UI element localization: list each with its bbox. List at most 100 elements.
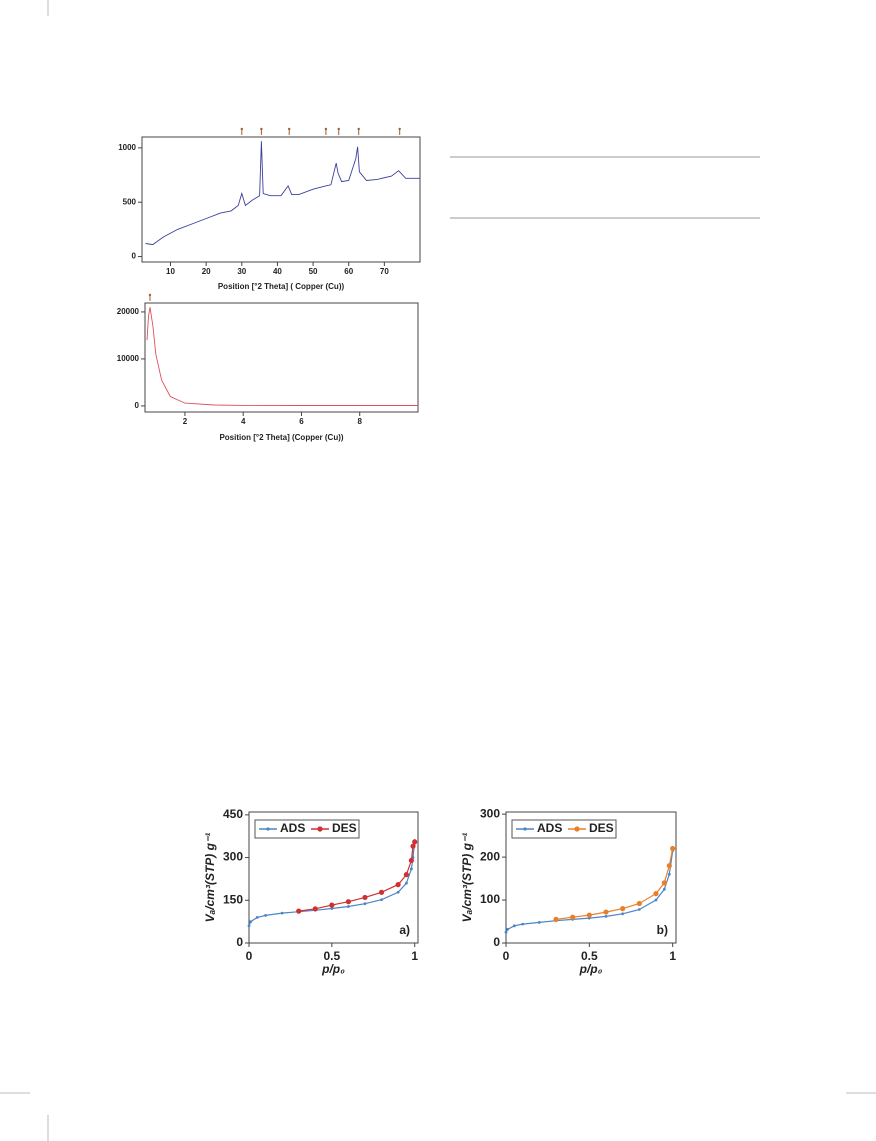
x-tick-label: 2 — [183, 417, 188, 426]
x-tick-label: 8 — [358, 417, 363, 426]
x-tick-label: 70 — [380, 267, 389, 276]
y-tick-label: 0 — [132, 252, 137, 261]
y-tick-label: 300 — [223, 850, 243, 864]
series-marker — [603, 909, 609, 915]
series-marker — [662, 887, 666, 891]
series-line — [146, 307, 418, 406]
legend-box — [254, 819, 360, 839]
x-tick-label: 0.5 — [581, 949, 598, 963]
series-marker — [405, 881, 408, 885]
series-marker — [553, 916, 559, 922]
series-marker — [378, 889, 385, 895]
annotation: a) — [399, 923, 410, 937]
y-tick-label: 100 — [480, 892, 500, 906]
series-marker — [637, 908, 641, 911]
series-line — [248, 840, 416, 927]
peak-marker-head — [337, 127, 340, 131]
series-marker — [636, 900, 642, 907]
series-marker — [604, 914, 608, 918]
series-marker — [264, 913, 267, 917]
series-marker — [380, 898, 383, 902]
y-tick-label: 450 — [223, 807, 243, 821]
legend-marker — [523, 827, 527, 831]
series-marker — [570, 914, 576, 920]
peak-marker-head — [240, 127, 243, 131]
y-tick-label: 10000 — [117, 354, 140, 363]
series-marker — [521, 922, 525, 926]
peak-marker-head — [398, 127, 401, 131]
x-tick-label: 40 — [273, 267, 282, 276]
y-axis-label: Vₐ/cm³(STP) g⁻¹ — [460, 833, 474, 923]
x-tick-label: 0 — [246, 949, 253, 963]
annotation: b) — [657, 923, 668, 937]
y-tick-label: 20000 — [117, 307, 140, 316]
series-marker — [296, 908, 302, 914]
series-line — [505, 850, 674, 933]
legend-marker — [317, 826, 323, 832]
plot-frame — [144, 302, 419, 413]
x-axis-label: Position [°2 Theta] (Copper (Cu)) — [219, 433, 343, 442]
legend-label: DES — [332, 821, 357, 835]
plot-frame — [141, 136, 421, 263]
series-marker — [312, 906, 318, 912]
x-tick-label: 1 — [411, 949, 418, 963]
series-marker — [249, 920, 253, 924]
series-marker — [512, 924, 516, 928]
x-tick-label: 20 — [202, 267, 211, 276]
series-marker — [345, 899, 352, 905]
legend-label: ADS — [537, 821, 562, 835]
series-marker — [586, 912, 592, 918]
series-marker — [653, 891, 659, 897]
y-tick-label: 0 — [493, 935, 500, 949]
series-marker — [362, 894, 368, 901]
series-marker — [412, 839, 418, 845]
y-tick-label: 500 — [123, 197, 137, 206]
x-tick-label: 0 — [503, 949, 510, 963]
peak-marker-head — [148, 293, 152, 297]
legend-box — [511, 819, 617, 839]
series-line — [555, 848, 674, 920]
x-axis-label: p/p₀ — [579, 962, 603, 976]
y-axis-label: Vₐ/cm³(STP) g⁻¹ — [203, 833, 217, 923]
series-marker — [661, 880, 667, 886]
x-tick-label: 60 — [344, 267, 353, 276]
series-marker — [537, 920, 541, 924]
series-marker — [504, 930, 508, 934]
series-line — [145, 141, 420, 246]
series-marker — [396, 890, 400, 894]
series-marker — [621, 912, 625, 916]
y-tick-label: 0 — [135, 401, 140, 410]
x-tick-label: 30 — [237, 267, 246, 276]
series-marker — [329, 902, 335, 908]
series-marker — [347, 905, 350, 908]
peak-marker-head — [357, 127, 360, 131]
x-tick-label: 0.5 — [323, 949, 340, 963]
y-tick-label: 1000 — [118, 143, 136, 152]
x-tick-label: 1 — [669, 949, 676, 963]
x-tick-label: 10 — [166, 267, 175, 276]
plot-frame — [505, 811, 677, 944]
y-tick-label: 0 — [236, 935, 243, 949]
series-marker — [666, 863, 672, 869]
series-marker — [395, 882, 401, 888]
peak-marker-head — [287, 127, 291, 131]
series-marker — [620, 906, 626, 912]
series-marker — [409, 867, 413, 871]
series-line — [298, 841, 416, 912]
series-marker — [410, 843, 416, 849]
legend-label: DES — [589, 821, 614, 835]
series-marker — [363, 902, 367, 906]
x-tick-label: 4 — [241, 417, 246, 426]
legend-label: ADS — [280, 821, 305, 835]
legend-marker — [266, 827, 270, 831]
y-tick-label: 150 — [223, 892, 243, 906]
series-marker — [403, 872, 410, 878]
series-marker — [408, 857, 414, 864]
series-marker — [670, 845, 676, 852]
series-marker — [654, 898, 658, 902]
x-axis-label: p/p₀ — [321, 962, 345, 976]
x-axis-label: Position [°2 Theta] ( Copper (Cu)) — [218, 282, 345, 291]
series-marker — [280, 911, 284, 915]
